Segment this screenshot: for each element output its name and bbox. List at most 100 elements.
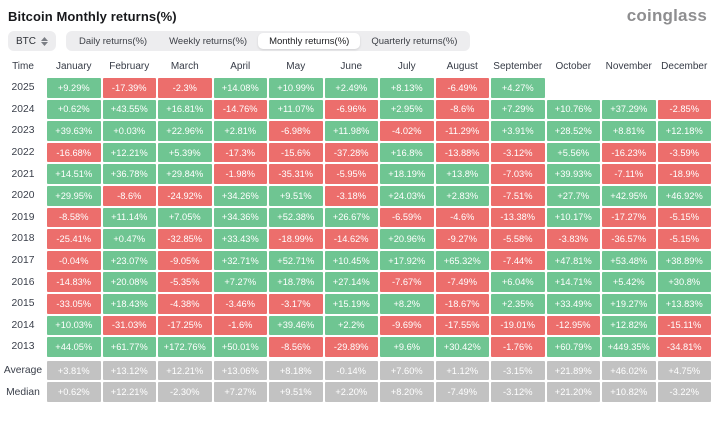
return-cell: +18.19% [380,164,434,184]
return-cell: +10.99% [269,78,323,98]
return-cell: -8.56% [269,337,323,357]
return-cell: -3.12% [491,382,545,402]
table-row-average: Average +3.81% +13.12% +12.21% +13.06% +8.18%… [1,360,711,381]
return-cell: +8.18% [269,360,323,381]
page-header: Bitcoin Monthly returns(%) coinglass [0,0,719,28]
return-cell: -4.38% [158,293,212,314]
return-cell: +10.45% [324,250,378,271]
return-cell: -16.68% [47,142,101,163]
return-cell: +16.8% [380,142,434,163]
row-label: 2021 [11,168,35,180]
return-cell: -1.6% [213,315,267,336]
row-label: 2014 [11,319,35,331]
return-cell: +39.46% [269,315,323,336]
return-cell: +2.95% [380,99,434,120]
return-cell: +50.01% [213,337,267,357]
row-label: 2013 [11,341,35,353]
return-cell: +46.92% [657,185,711,206]
return-cell: +1.12% [435,360,489,381]
return-cell: +12.82% [602,315,656,336]
return-cell: +18.78% [269,272,323,292]
return-cell: -7.03% [491,164,545,184]
return-cell: +4.27% [491,78,545,98]
return-cell: +7.05% [158,207,212,228]
tab-weekly-returns[interactable]: Weekly returns(%) [158,33,258,49]
return-cell: +61.77% [102,337,156,357]
return-cell: -34.81% [657,337,711,357]
return-cell: +13.8% [435,164,489,184]
month-header-august: August [446,60,478,72]
return-cell: -8.6% [102,185,156,206]
return-cell: +2.49% [324,78,378,98]
return-cell: +20.08% [102,272,156,292]
return-cell: -14.83% [47,272,101,292]
return-cell: -6.49% [435,78,489,98]
return-cell: +34.26% [213,185,267,206]
return-cell: +7.60% [380,360,434,381]
return-cell: -18.99% [269,229,323,249]
return-cell: +449.35% [602,337,656,357]
return-cell: +60.79% [546,337,600,357]
return-cell: +9.29% [47,78,101,98]
return-cell: +19.27% [602,293,656,314]
row-label: 2023 [11,125,35,137]
return-cell: +8.20% [380,382,434,402]
return-cell: +20.96% [380,229,434,249]
return-cell: -2.3% [158,78,212,98]
return-cell: +11.98% [324,121,378,141]
return-cell: +11.07% [269,99,323,120]
return-cell: -15.11% [657,315,711,336]
return-cell: +39.63% [47,121,101,141]
return-cell: +44.05% [47,337,101,357]
return-cell: +3.91% [491,121,545,141]
return-cell: +172.76% [158,337,212,357]
table-row-2022: 2022 -16.68% +12.21% +5.39% -17.3% -15.6% -37.… [1,142,711,163]
return-cell: -2.30% [158,382,212,402]
return-cell: -9.69% [380,315,434,336]
row-label: 2018 [11,233,35,245]
return-cell: +13.83% [657,293,711,314]
tab-daily-returns[interactable]: Daily returns(%) [68,33,158,49]
controls-bar: BTC Daily returns(%) Weekly returns(%) Mon… [8,31,719,51]
month-header-february: February [109,60,150,72]
return-cell: +8.13% [380,78,434,98]
return-cell: -5.15% [657,229,711,249]
return-cell: -2.85% [657,99,711,120]
return-cell: -14.62% [324,229,378,249]
return-cell: +0.47% [102,229,156,249]
return-cell: -14.76% [213,99,267,120]
return-cell: +2.83% [435,185,489,206]
tab-quarterly-returns[interactable]: Quarterly returns(%) [360,33,468,49]
table-header-row: Time January February March April May June Jul… [1,56,711,76]
return-cell: +12.21% [102,382,156,402]
return-cell: +13.12% [102,360,156,381]
return-cell: +0.03% [102,121,156,141]
return-cell: +5.39% [158,142,212,163]
return-cell: +6.04% [491,272,545,292]
return-cell: +27.7% [546,185,600,206]
table-row-2018: 2018 -25.41% +0.47% -32.85% +33.43% -18.99% -1… [1,229,711,249]
row-label: 2024 [11,103,35,115]
return-cell: +34.36% [213,207,267,228]
return-cell: -9.27% [435,229,489,249]
return-cell: -15.6% [269,142,323,163]
return-cell: -3.46% [213,293,267,314]
return-cell: -16.23% [602,142,656,163]
return-cell: -9.05% [158,250,212,271]
month-header-october: October [555,60,592,72]
return-cell: +10.82% [602,382,656,402]
return-cell: -17.3% [213,142,267,163]
return-cell: +33.43% [213,229,267,249]
return-cell: +28.52% [546,121,600,141]
return-cell [547,78,601,98]
return-cell: -18.9% [657,164,711,184]
symbol-select[interactable]: BTC [8,31,56,51]
return-cell: +5.56% [546,142,600,163]
return-cell: -5.95% [324,164,378,184]
return-cell: +12.21% [102,142,156,163]
tab-monthly-returns[interactable]: Monthly returns(%) [258,33,361,49]
return-cell: +7.29% [491,99,545,120]
return-cell: -7.44% [491,250,545,271]
return-cell: -7.49% [435,382,489,402]
return-cell: +39.93% [546,164,600,184]
